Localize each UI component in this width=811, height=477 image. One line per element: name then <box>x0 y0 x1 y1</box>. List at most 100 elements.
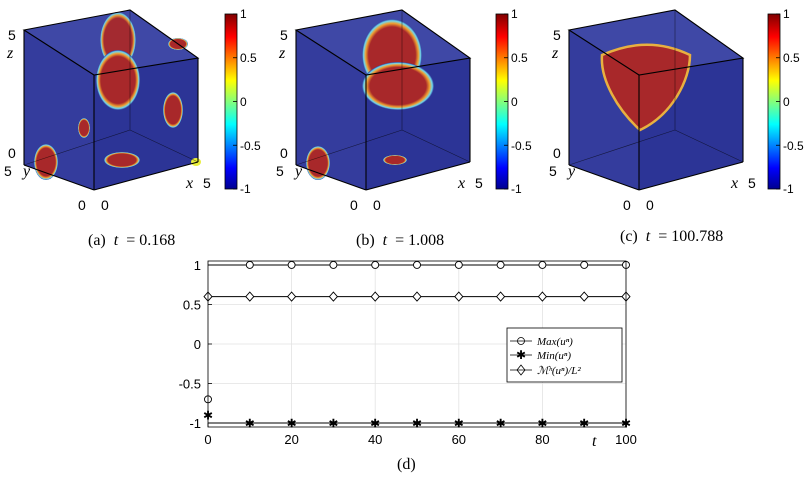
panel-a-y-bottom: 0 <box>78 197 86 213</box>
panel-b-caption-value: = 1.008 <box>395 232 444 249</box>
panel-a-cb-tick-1: 1 <box>240 7 247 21</box>
panel-a-x-left: 0 <box>101 197 109 213</box>
data-point-max <box>454 261 463 269</box>
legend-circle-marker <box>517 337 525 345</box>
panel-a-x-right: 5 <box>203 175 211 191</box>
panel-c-caption-value: = 100.788 <box>658 228 723 245</box>
panel-b-y-top: 5 <box>276 163 284 179</box>
data-point-max <box>413 261 421 269</box>
data-point-max <box>329 261 338 269</box>
chart-ticks: 0 20 40 60 80 100 1 0.5 0 -0.5 -1 <box>179 258 637 447</box>
panel-c-z-bottom: 0 <box>553 145 561 161</box>
panel-c-x-label: x <box>730 175 738 192</box>
panel-b-cb-tick-1: 1 <box>511 7 518 21</box>
y-tick-label: -0.5 <box>179 377 201 392</box>
panel-a-y-top: 5 <box>4 163 12 179</box>
panel-c-z-top: 5 <box>553 27 561 43</box>
panel-a-z-label: z <box>6 45 14 62</box>
panel-c: 5 z 0 5 y 0 0 x 5 1 0.5 0 -0.5 -1 <box>549 7 804 245</box>
legend-label-mass: ℳʰ(uⁿ)/L² <box>537 365 581 377</box>
panel-b-y-label: y <box>293 163 303 180</box>
panel-b-caption-var: t <box>383 232 388 249</box>
panel-a-caption: (a) t = 0.168 <box>88 232 175 249</box>
panel-c-y-top: 5 <box>549 163 557 179</box>
panel-a-cb-tick--0.5: -0.5 <box>240 139 261 153</box>
panel-c-x-left: 0 <box>646 197 654 213</box>
panel-b-z-top: 5 <box>280 27 288 43</box>
panel-c-y-label: y <box>566 163 576 180</box>
x-tick-label: 0 <box>204 432 211 447</box>
panel-c-caption: (c) t = 100.788 <box>620 228 723 245</box>
data-point-min: ✱ <box>496 417 506 431</box>
legend-label-min: Min(uⁿ) <box>536 350 571 362</box>
data-point-mass <box>495 291 506 302</box>
panel-c-axis-labels: 5 z 0 5 y 0 0 x 5 <box>549 27 756 213</box>
x-tick-label: 100 <box>615 432 637 447</box>
panel-a-cb-tick--1: -1 <box>240 182 251 196</box>
x-tick-label: 80 <box>535 432 549 447</box>
data-point-max <box>538 261 547 269</box>
panel-c-cube <box>567 9 745 191</box>
panel-a-colorbar: 1 0.5 0 -0.5 -1 <box>224 7 261 196</box>
panel-c-y-bottom: 0 <box>623 197 631 213</box>
data-point-mass <box>579 291 589 302</box>
panel-b-cb-tick-0.5: 0.5 <box>511 51 528 65</box>
panel-b-x-right: 5 <box>475 175 483 191</box>
data-point-max <box>371 261 380 269</box>
panel-b: 5 z 0 5 y 0 0 x 5 1 0.5 0 -0.5 -1 <box>276 7 532 249</box>
legend-entry-mass: ℳʰ(uⁿ)/L² <box>510 364 581 377</box>
panel-b-caption: (b) t = 1.008 <box>356 232 444 249</box>
panel-c-cb-tick-1: 1 <box>783 7 790 21</box>
data-point-max <box>496 261 505 269</box>
data-point-min: ✱ <box>412 417 422 431</box>
panel-c-x-right: 5 <box>748 175 756 191</box>
panel-c-caption-var: t <box>646 228 651 245</box>
panel-b-colorbar: 1 0.5 0 -0.5 -1 <box>495 7 532 196</box>
panel-a-caption-value: = 0.168 <box>126 232 175 249</box>
data-point-min: ✱ <box>328 417 338 431</box>
legend-entry-max: Max(uⁿ) <box>510 336 573 348</box>
panel-c-cb-tick-0.5: 0.5 <box>783 51 800 65</box>
data-point-mass <box>286 291 297 302</box>
panel-a-caption-var: t <box>114 232 119 249</box>
panel-c-blob <box>600 43 692 132</box>
y-tick-label: 0 <box>194 337 201 352</box>
panel-b-z-bottom: 0 <box>280 145 288 161</box>
data-point-mass <box>454 291 464 302</box>
panel-c-caption-label: (c) <box>620 228 638 245</box>
panel-c-z-label: z <box>551 45 559 62</box>
legend-entry-min: ✱ Min(uⁿ) <box>510 348 571 362</box>
panel-b-x-label: x <box>457 175 465 192</box>
data-point-mass <box>412 291 422 302</box>
panel-b-axis-labels: 5 z 0 5 y 0 0 x 5 <box>276 27 483 213</box>
panel-a-cb-tick-0: 0 <box>240 95 247 109</box>
y-tick-label: 1 <box>194 258 201 273</box>
panel-b-cb-tick--0.5: -0.5 <box>511 139 532 153</box>
y-tick-label: -1 <box>189 416 201 431</box>
panel-d-caption: (d) <box>397 456 416 473</box>
panel-c-colorbar: 1 0.5 0 -0.5 -1 <box>767 7 804 196</box>
y-tick-label: 0.5 <box>183 297 201 312</box>
data-point-mass <box>328 291 339 302</box>
panel-a: 5 z 0 5 y 0 0 x 5 1 0.5 0 -0.5 -1 <box>4 7 261 249</box>
panel-b-cb-tick--1: -1 <box>511 182 522 196</box>
x-tick-label: 20 <box>284 432 298 447</box>
panel-b-cube <box>294 9 472 191</box>
data-point-mass <box>370 291 380 302</box>
panel-a-axis-labels: 5 z 0 5 y 0 0 x 5 <box>4 27 211 213</box>
panel-b-x-left: 0 <box>373 197 381 213</box>
panel-c-cb-tick--1: -1 <box>783 182 794 196</box>
data-point-min: ✱ <box>579 417 589 431</box>
panel-b-caption-label: (b) <box>356 232 375 249</box>
panel-b-y-bottom: 0 <box>350 197 358 213</box>
panel-b-cb-tick-0: 0 <box>511 95 518 109</box>
panel-a-x-label: x <box>185 175 193 192</box>
data-point-max <box>287 261 296 269</box>
legend-diamond-marker <box>516 364 526 376</box>
panel-a-y-label: y <box>21 163 31 180</box>
panel-c-cb-tick-0: 0 <box>783 95 790 109</box>
panel-a-caption-label: (a) <box>88 232 106 249</box>
panel-c-cb-tick--0.5: -0.5 <box>783 139 804 153</box>
